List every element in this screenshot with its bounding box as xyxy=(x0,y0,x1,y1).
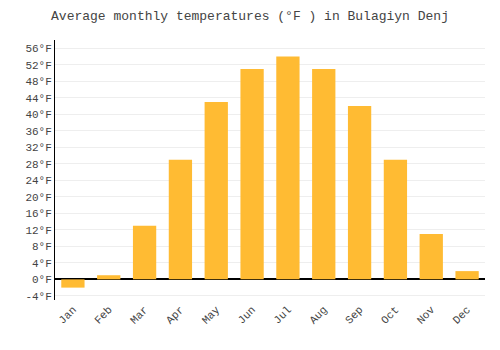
svg-text:0°F: 0°F xyxy=(32,274,52,286)
svg-text:Oct: Oct xyxy=(379,304,401,326)
svg-text:20°F: 20°F xyxy=(25,192,51,204)
svg-text:52°F: 52°F xyxy=(25,60,51,72)
svg-text:Jul: Jul xyxy=(271,304,293,326)
svg-text:Average monthly temperatures (: Average monthly temperatures (°F ) in Bu… xyxy=(51,9,449,24)
svg-text:Jun: Jun xyxy=(236,304,258,326)
svg-text:28°F: 28°F xyxy=(25,159,51,171)
svg-text:Aug: Aug xyxy=(307,304,329,326)
svg-text:-4°F: -4°F xyxy=(25,291,51,303)
svg-text:Jan: Jan xyxy=(56,304,78,326)
svg-text:36°F: 36°F xyxy=(25,126,51,138)
svg-text:24°F: 24°F xyxy=(25,175,51,187)
svg-text:16°F: 16°F xyxy=(25,208,51,220)
svg-text:Dec: Dec xyxy=(451,304,473,326)
svg-text:Sep: Sep xyxy=(343,304,365,326)
svg-text:44°F: 44°F xyxy=(25,93,51,105)
svg-text:32°F: 32°F xyxy=(25,142,51,154)
svg-text:8°F: 8°F xyxy=(32,241,52,253)
svg-text:56°F: 56°F xyxy=(25,43,51,55)
svg-text:48°F: 48°F xyxy=(25,76,51,88)
svg-text:Nov: Nov xyxy=(415,304,438,327)
svg-text:12°F: 12°F xyxy=(25,225,51,237)
svg-text:40°F: 40°F xyxy=(25,109,51,121)
svg-text:Mar: Mar xyxy=(128,304,150,326)
svg-text:4°F: 4°F xyxy=(32,258,52,270)
svg-text:May: May xyxy=(200,304,223,327)
svg-text:Feb: Feb xyxy=(92,304,114,326)
svg-text:Apr: Apr xyxy=(164,304,186,326)
